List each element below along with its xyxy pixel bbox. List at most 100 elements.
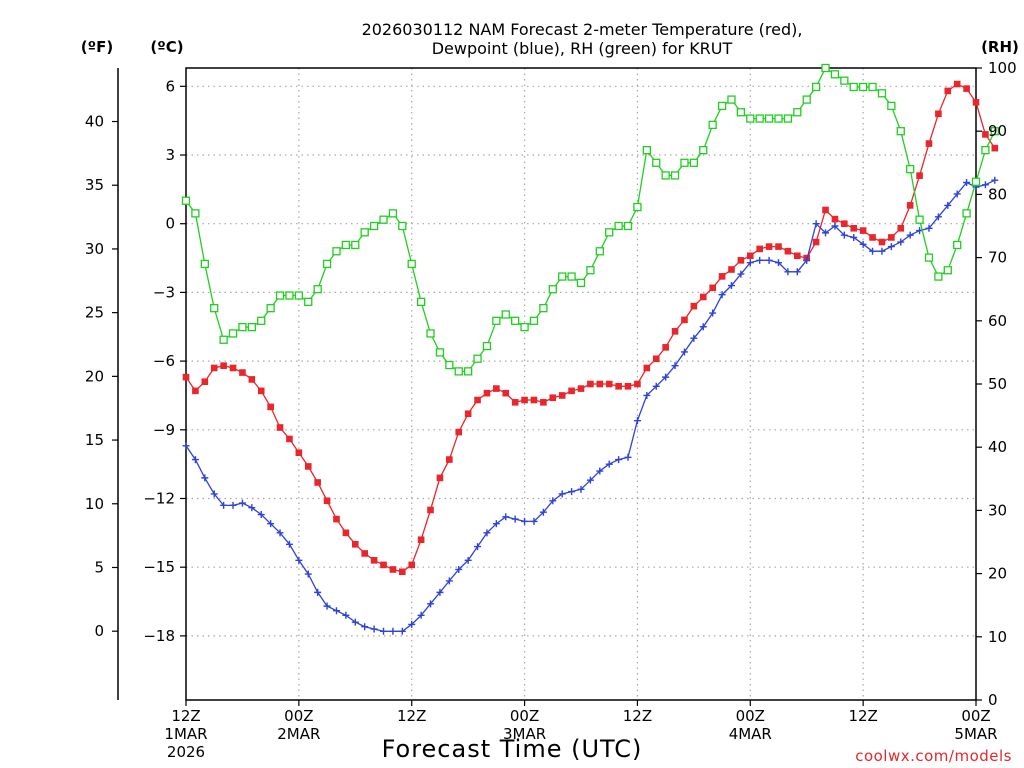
rh-point: [369, 221, 379, 231]
dewpoint-point: [831, 222, 839, 230]
rh-point: [426, 329, 435, 338]
rh-point: [840, 76, 849, 85]
fahrenheit-tick-label: 25: [85, 304, 104, 322]
temperature-point: [662, 344, 669, 351]
rh-point: [934, 272, 943, 281]
rh-point: [285, 291, 294, 300]
rh-point: [313, 285, 322, 294]
rh-point: [981, 146, 990, 155]
temperature-point: [944, 87, 952, 95]
temperature-point: [540, 399, 547, 406]
celsius-tick-label: −9: [153, 421, 175, 439]
rh-point: [360, 228, 369, 237]
temperature-point: [991, 144, 999, 152]
x-tick-label: 3MAR: [503, 725, 546, 743]
rh-tick-label: 90: [988, 122, 1007, 140]
x-tick-label: 12Z: [848, 707, 877, 725]
temperature-point: [342, 529, 350, 537]
temperature-point: [775, 243, 782, 250]
fahrenheit-unit-label: (ºF): [81, 38, 113, 56]
temperature-point: [906, 202, 914, 209]
celsius-unit-label: (ºC): [150, 38, 183, 56]
rh-point: [877, 89, 887, 98]
temperature-point: [671, 328, 679, 335]
temperature-point: [323, 497, 331, 505]
rh-point: [200, 259, 209, 269]
dewpoint-point: [191, 456, 199, 464]
rh-point: [689, 158, 699, 167]
dewpoint-point: [361, 623, 369, 631]
temperature-point: [417, 536, 425, 544]
x-tick-label: 12Z: [623, 707, 652, 725]
rh-point: [398, 221, 407, 231]
dewpoint-point: [934, 213, 942, 221]
dewpoint-point: [737, 270, 745, 278]
axes: [112, 67, 982, 706]
celsius-tick-label: 6: [165, 77, 175, 95]
rh-point: [990, 127, 999, 136]
temperature-point: [408, 561, 416, 569]
dewpoint-point: [502, 513, 510, 521]
temperature-point: [841, 220, 848, 228]
rh-tick-label: 100: [988, 59, 1017, 77]
celsius-tick-label: 0: [165, 215, 175, 233]
rh-point: [388, 209, 398, 218]
rh-point: [181, 196, 191, 205]
rh-point: [915, 215, 924, 224]
temperature-point: [982, 131, 989, 138]
rh-point: [727, 95, 736, 104]
rh-point: [821, 63, 830, 73]
dewpoint-point: [784, 268, 792, 276]
data-series: [181, 63, 999, 635]
dewpoint-point: [803, 256, 811, 264]
rh-point: [708, 120, 717, 130]
dewpoint-point: [944, 201, 952, 209]
rh-point: [576, 278, 586, 288]
x-tick-label: 00Z: [284, 707, 313, 725]
temperature-point: [587, 380, 594, 388]
fahrenheit-tick-label: 40: [85, 113, 104, 131]
x-tick-label: 4MAR: [729, 725, 772, 743]
dewpoint-point: [850, 233, 858, 241]
temperature-point: [624, 382, 632, 390]
celsius-tick-label: −3: [153, 283, 175, 301]
temperature-point: [681, 316, 688, 324]
temperature-point: [925, 140, 933, 147]
x-tick-label: 00Z: [736, 707, 765, 725]
series-rh: [181, 63, 999, 376]
dewpoint-point: [897, 238, 905, 246]
dewpoint-point: [746, 259, 754, 267]
dewpoint-point: [389, 627, 397, 635]
temperature-point: [239, 369, 246, 376]
dewpoint-point: [840, 231, 848, 239]
x-tick-label: 1MAR: [164, 725, 207, 743]
temperature-point: [210, 364, 218, 372]
dewpoint-point: [568, 488, 576, 496]
rh-point: [623, 221, 633, 231]
temperature-point: [935, 110, 942, 118]
dewpoint-point: [756, 256, 764, 264]
fahrenheit-tick-label: 15: [85, 431, 104, 449]
rh-point: [962, 209, 971, 218]
temperature-point: [530, 396, 538, 404]
rh-point: [924, 253, 934, 262]
temperature-point: [521, 396, 528, 404]
dewpoint-point: [775, 259, 782, 267]
chart-title-line-1: 2026030112 NAM Forecast 2-meter Temperat…: [362, 20, 803, 39]
temperature-point: [577, 385, 585, 392]
temperature-point: [380, 561, 387, 569]
temperature-point: [361, 550, 368, 557]
temperature-point: [446, 456, 453, 463]
rh-point: [294, 291, 304, 300]
x-tick-label: 5MAR: [954, 725, 997, 743]
rh-point: [539, 304, 548, 313]
dewpoint-point: [464, 556, 472, 564]
rh-point: [764, 114, 774, 123]
dewpoint-point: [624, 453, 632, 461]
temperature-point: [286, 435, 293, 443]
temperature-point: [455, 428, 463, 436]
dewpoint-point: [267, 520, 275, 528]
dewpoint-point: [474, 543, 482, 551]
dewpoint-point: [445, 577, 453, 585]
dewpoint-point: [380, 627, 387, 635]
